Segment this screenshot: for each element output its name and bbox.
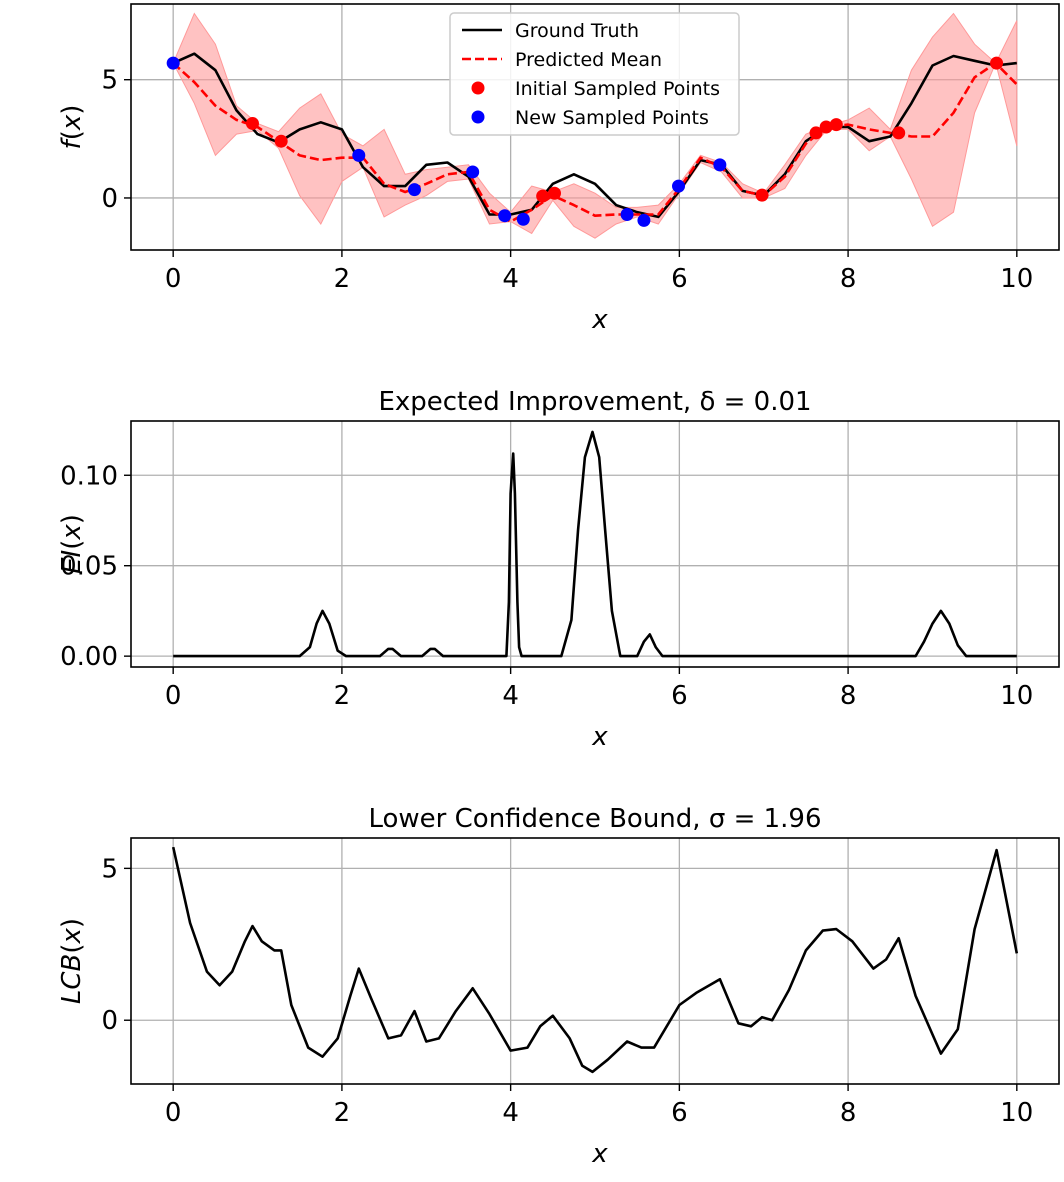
legend-initial-points-marker [471,81,485,95]
x-tick-label: 6 [671,264,688,294]
x-tick-label: 4 [502,1098,519,1128]
gp-x-axis-label: x [591,305,608,335]
initial-sampled-point [536,189,550,203]
new-sampled-point [407,183,421,197]
ground-truth-line [172,52,1017,219]
initial-sampled-point [809,126,823,140]
x-tick-label: 4 [502,681,519,711]
legend-predicted-mean-label: Predicted Mean [515,49,662,71]
new-sampled-point [672,179,686,193]
initial-sampled-point [892,126,906,140]
new-sampled-point [637,213,651,227]
legend: Ground Truth Predicted Mean Initial Samp… [449,12,740,136]
lcb-ticks: 0 2 4 6 8 10 0 5 [101,854,1033,1128]
x-tick-label: 0 [165,1098,182,1128]
new-sampled-point [466,165,480,179]
legend-initial-points-label: Initial Sampled Points [515,78,720,100]
x-tick-label: 8 [840,1098,857,1128]
y-tick-label: 5 [101,66,118,96]
new-sampled-point [620,208,634,222]
new-sampled-point [352,148,366,162]
lcb-axes-frame [130,837,1060,1085]
lcb-x-axis-label: x [591,1139,608,1169]
y-tick-label: 0 [101,1006,118,1036]
x-tick-label: 4 [502,264,519,294]
legend-new-points-label: New Sampled Points [515,107,709,129]
initial-sampled-point [755,188,769,202]
y-tick-label: 5 [101,854,118,884]
legend-ground-truth-label: Ground Truth [515,20,639,42]
predicted-mean-line [172,61,1018,223]
initial-sampled-point [245,116,259,130]
ei-panel: Expected Improvement, δ = 0.01 0 2 4 6 8 10 0.… [57,387,1060,752]
new-sampled-point [516,212,530,226]
x-tick-label: 10 [1000,1098,1033,1128]
initial-sampled-point [819,120,833,134]
ei-axes-frame [130,420,1060,668]
x-tick-label: 0 [165,264,182,294]
new-sampled-point [713,158,727,172]
lcb-curve [171,846,1019,1074]
gp-panel: 0 2 4 6 8 10 0 5 x f(x) Ground Truth Predicted … [57,3,1060,335]
x-tick-label: 2 [334,1098,351,1128]
legend-box [449,12,740,136]
x-tick-label: 10 [1000,681,1033,711]
x-tick-label: 10 [1000,264,1033,294]
gp-axes-frame [130,3,1060,251]
x-tick-label: 2 [334,681,351,711]
y-tick-label: 0 [101,184,118,214]
ei-ticks: 0 2 4 6 8 10 0.00 0.05 0.10 [60,461,1033,711]
ei-curve [173,430,1017,658]
y-tick-label: 0.05 [60,552,118,582]
x-tick-label: 8 [840,681,857,711]
x-tick-label: 2 [334,264,351,294]
x-tick-label: 6 [671,681,688,711]
lcb-grid [131,838,1059,1084]
initial-sampled-point [548,186,562,200]
initial-sampled-point [274,134,288,148]
x-tick-label: 0 [165,681,182,711]
new-sampled-point [166,56,180,70]
initial-sampled-point [829,118,843,132]
x-tick-label: 8 [840,264,857,294]
gp-y-axis-label: f(x) [57,105,87,150]
initial-sampled-point [990,56,1004,70]
legend-new-points-marker [471,110,485,124]
lcb-panel: Lower Confidence Bound, σ = 1.96 0 2 4 6 8 10… [57,804,1060,1169]
new-sampled-point [498,209,512,223]
gp-ticks: 0 2 4 6 8 10 0 5 [101,66,1033,294]
lcb-y-axis-label: LCB(x) [57,918,87,1004]
ei-x-axis-label: x [591,722,608,752]
y-tick-label: 0.00 [60,642,118,672]
ei-grid [131,421,1059,667]
lcb-title: Lower Confidence Bound, σ = 1.96 [368,804,821,834]
y-tick-label: 0.10 [60,461,118,491]
x-tick-label: 6 [671,1098,688,1128]
sampled-points [166,56,1004,227]
ei-y-axis-label: EI(x) [57,514,87,574]
ei-title: Expected Improvement, δ = 0.01 [378,387,811,417]
